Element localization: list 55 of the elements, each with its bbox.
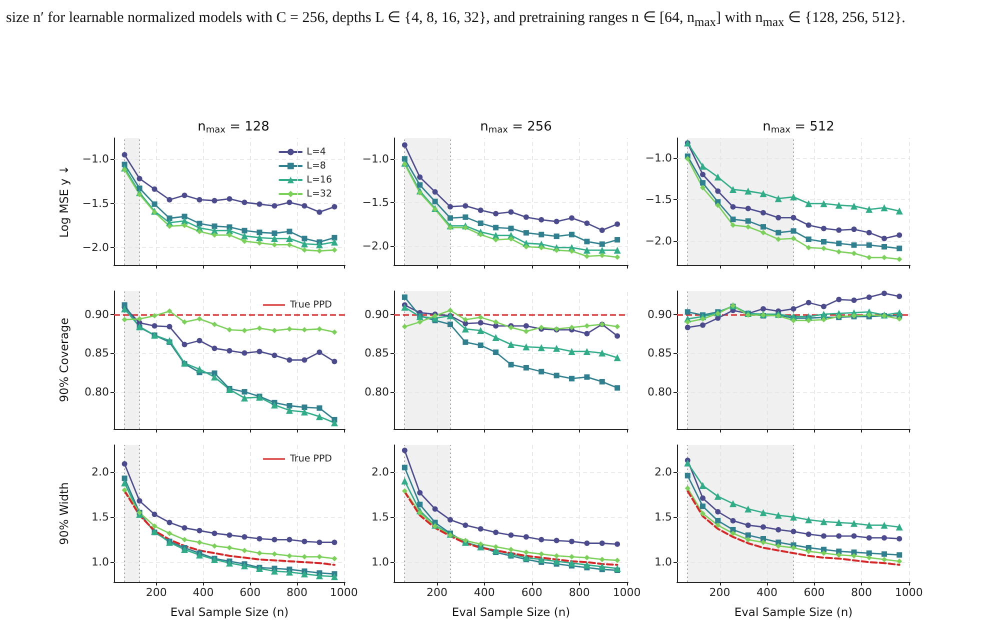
x-tick-label: 600 bbox=[804, 586, 825, 599]
y-axis-title: Log MSE y ↓ bbox=[57, 165, 71, 238]
y-tick-label: 0.90 bbox=[364, 308, 389, 321]
text: size n′ for learnable normalized models with C = 256, depths L ∈ {4, 8, 16, 32}, and pretraining ranges n ∈ [64, n$_{max}$] with n$_{max}$ ∈ {128, 256, 512}. bbox=[6, 9, 906, 31]
y-tick-label: −1.5 bbox=[362, 196, 389, 209]
y-tick-label: 1.0 bbox=[372, 556, 389, 569]
y-tick-label: −1.0 bbox=[82, 152, 109, 166]
y-tick-label: 0.85 bbox=[648, 346, 672, 360]
x-tick-label: 400 bbox=[756, 586, 778, 599]
x-tick-label: 200 bbox=[426, 586, 448, 599]
y-tick-label: −2.0 bbox=[645, 234, 672, 248]
y-tick-label: 0.85 bbox=[364, 346, 389, 360]
y-tick-label: 1.0 bbox=[92, 556, 109, 569]
x-tick-label: 800 bbox=[851, 586, 872, 599]
x-axis-title: Eval Sample Size (n) bbox=[452, 605, 570, 619]
y-tick-label: 0.90 bbox=[84, 308, 109, 321]
x-tick-label: 1000 bbox=[330, 586, 358, 599]
legend-label: True PPD bbox=[289, 300, 332, 310]
y-tick-label: 0.80 bbox=[648, 385, 672, 398]
y-tick-label: 2.0 bbox=[654, 466, 672, 479]
y-tick-label: 2.0 bbox=[92, 466, 109, 479]
x-tick-label: 400 bbox=[474, 586, 495, 599]
legend-label: L=32 bbox=[306, 188, 332, 200]
x-tick-label: 600 bbox=[240, 586, 261, 599]
y-tick-label: 1.0 bbox=[654, 556, 672, 569]
y-tick-label: 1.5 bbox=[92, 510, 109, 524]
y-tick-label: −2.0 bbox=[82, 240, 109, 254]
y-tick-label: 1.5 bbox=[372, 510, 389, 524]
x-axis-title: Eval Sample Size (n) bbox=[734, 605, 853, 619]
x-tick-label: 600 bbox=[521, 586, 542, 599]
legend-label: True PPD bbox=[289, 454, 332, 464]
y-tick-label: 2.0 bbox=[372, 466, 389, 479]
y-tick-label: 0.85 bbox=[84, 346, 109, 360]
y-tick-label: −1.5 bbox=[645, 192, 672, 206]
y-axis-title: 90% Width bbox=[57, 482, 71, 545]
x-tick-label: 1000 bbox=[612, 586, 641, 599]
x-tick-label: 200 bbox=[709, 586, 730, 599]
x-tick-label: 200 bbox=[146, 586, 167, 599]
legend-label: L=16 bbox=[306, 174, 332, 186]
y-tick-label: −1.0 bbox=[645, 151, 672, 164]
x-tick-label: 800 bbox=[286, 586, 308, 599]
y-tick-label: 0.80 bbox=[364, 385, 389, 398]
x-axis-title: Eval Sample Size (n) bbox=[170, 605, 289, 619]
y-tick-label: 0.80 bbox=[84, 385, 109, 398]
x-tick-label: 1000 bbox=[894, 586, 923, 599]
y-tick-label: 0.90 bbox=[648, 308, 672, 321]
y-tick-label: 1.5 bbox=[654, 510, 672, 524]
y-axis-title: 90% Coverage bbox=[57, 318, 71, 402]
legend-label: L=4 bbox=[306, 146, 326, 158]
y-tick-label: −1.0 bbox=[362, 152, 389, 166]
y-tick-label: −1.5 bbox=[82, 196, 109, 210]
legend-label: L=8 bbox=[306, 160, 326, 172]
x-tick-label: 400 bbox=[192, 586, 214, 599]
x-tick-label: 800 bbox=[568, 586, 590, 599]
y-tick-label: −2.0 bbox=[362, 239, 389, 252]
